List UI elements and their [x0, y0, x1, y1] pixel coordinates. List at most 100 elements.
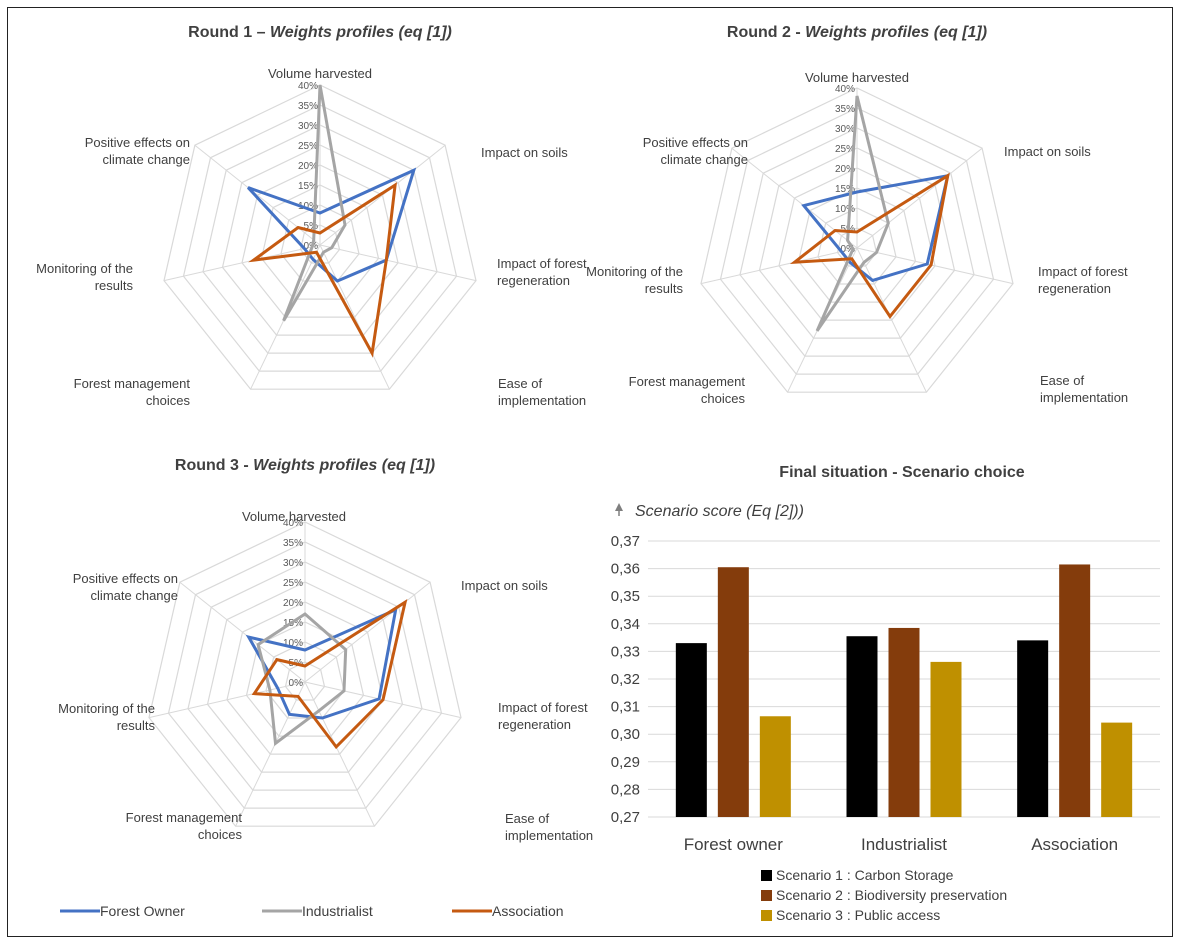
bar: [930, 661, 962, 817]
tick-label: 20%: [283, 598, 303, 609]
y-tick-label: 0,36: [611, 561, 640, 578]
grid-ring: [265, 641, 345, 719]
radar-chart-round-2: Round 2 - Weights profiles (eq [1])0%5%1…: [586, 24, 1128, 406]
series-line-industrialist: [282, 84, 347, 322]
y-tick-label: 0,31: [611, 699, 640, 716]
tick-label: 30%: [835, 124, 855, 135]
axis-label: Volume harvested: [242, 509, 346, 524]
spoke: [856, 247, 1014, 285]
y-tick-label: 0,33: [611, 643, 640, 660]
bar: [675, 643, 707, 817]
axis-label: Monitoring of the results: [58, 701, 155, 733]
spoke: [304, 681, 375, 827]
axis-label: Impact on soils: [481, 145, 568, 160]
spoke: [319, 244, 477, 282]
grid-ring: [739, 127, 975, 357]
bar: [759, 716, 791, 817]
spoke: [319, 244, 390, 390]
axis-label: Positive effects on climate change: [85, 135, 190, 167]
spoke: [856, 147, 983, 249]
tick-label: 35%: [283, 538, 303, 549]
radar-legend: Forest Owner Industrialist Association: [60, 903, 564, 919]
tick-label: 40%: [298, 81, 318, 92]
tick-label: 30%: [298, 121, 318, 132]
legend-swatch: [761, 890, 772, 901]
bar: [1101, 722, 1133, 817]
axis-label: Positive effects on climate change: [643, 135, 748, 167]
axis-label: Forest management choices: [629, 374, 746, 406]
tick-label: 25%: [835, 144, 855, 155]
spoke: [163, 244, 321, 282]
tick-label: 15%: [298, 181, 318, 192]
grid-ring: [758, 147, 956, 339]
spoke: [319, 144, 446, 246]
legend-label: Scenario 1 : Carbon Storage: [776, 867, 954, 883]
series-line-industrialist: [256, 612, 348, 747]
axis-label: Volume harvested: [805, 70, 909, 85]
series-line-forest-owner: [245, 607, 398, 720]
tick-label: 0%: [841, 244, 856, 255]
y-tick-label: 0,30: [611, 726, 640, 743]
tick-label: 10%: [835, 204, 855, 215]
chart-title: Final situation - Scenario choice: [779, 464, 1024, 481]
grid-ring: [719, 107, 995, 375]
y-tick-label: 0,28: [611, 781, 640, 798]
tick-label: 35%: [298, 101, 318, 112]
tick-label: 20%: [298, 161, 318, 172]
axis-label: Ease of implementation: [1040, 373, 1128, 405]
axis-label: Ease of implementation: [498, 376, 586, 408]
category-label: Industrialist: [861, 835, 947, 854]
series-line-industrialist: [815, 95, 890, 332]
y-tick-label: 0,37: [611, 533, 640, 550]
bar: [717, 567, 749, 817]
bar-chart-scenario-choice: Final situation - Scenario choice Scenari…: [611, 464, 1160, 923]
spoke: [179, 581, 306, 683]
grid-ring: [226, 601, 384, 755]
series-line-association: [251, 598, 408, 750]
grid-ring: [187, 561, 423, 791]
series-line-association: [789, 172, 950, 320]
grid-ring: [778, 167, 936, 321]
tick-label: 15%: [835, 184, 855, 195]
spoke: [700, 247, 858, 285]
grid-ring: [167, 541, 443, 809]
axis-label: Impact on soils: [461, 578, 548, 593]
axis-label: Volume harvested: [268, 66, 372, 81]
axis-label: Monitoring of the results: [36, 261, 133, 293]
tick-label: 25%: [283, 578, 303, 589]
legend-swatch: [761, 910, 772, 921]
axis-label: Impact of forest regeneration: [497, 256, 587, 288]
axis-label: Impact of forest regeneration: [498, 700, 588, 732]
bar: [1059, 564, 1091, 817]
category-label: Forest owner: [684, 835, 784, 854]
grid-ring: [241, 164, 399, 318]
grid-ring: [260, 184, 380, 300]
tick-label: 10%: [283, 638, 303, 649]
axis-label: Impact on soils: [1004, 144, 1091, 159]
tick-label: 0%: [289, 678, 304, 689]
figure-frame: [7, 7, 1173, 937]
series-line-association: [248, 182, 397, 358]
legend-label: Scenario 3 : Public access: [776, 907, 940, 923]
y-tick-label: 0,29: [611, 754, 640, 771]
tick-label: 20%: [835, 164, 855, 175]
tick-label: 30%: [283, 558, 303, 569]
spoke: [235, 681, 306, 827]
spoke: [304, 581, 431, 683]
radar-chart-round-3: Round 3 - Weights profiles (eq [1])0%5%1…: [58, 457, 593, 843]
grid-ring: [284, 661, 326, 701]
tick-label: 25%: [298, 141, 318, 152]
tick-label: 40%: [835, 84, 855, 95]
radar-chart-round-1: Round 1 – Weights profiles (eq [1])0%5%1…: [36, 24, 587, 408]
grid-ring: [221, 144, 419, 336]
axis-label: Impact of forest regeneration: [1038, 264, 1128, 296]
tick-label: 35%: [835, 104, 855, 115]
chart-title: Round 1 – Weights profiles (eq [1]): [188, 24, 452, 41]
bar: [846, 636, 878, 817]
category-label: Association: [1031, 835, 1118, 854]
y-axis-label: Scenario score (Eq [2])): [635, 503, 804, 520]
y-tick-label: 0,32: [611, 671, 640, 688]
bar: [888, 627, 920, 817]
grid-ring: [280, 204, 360, 282]
